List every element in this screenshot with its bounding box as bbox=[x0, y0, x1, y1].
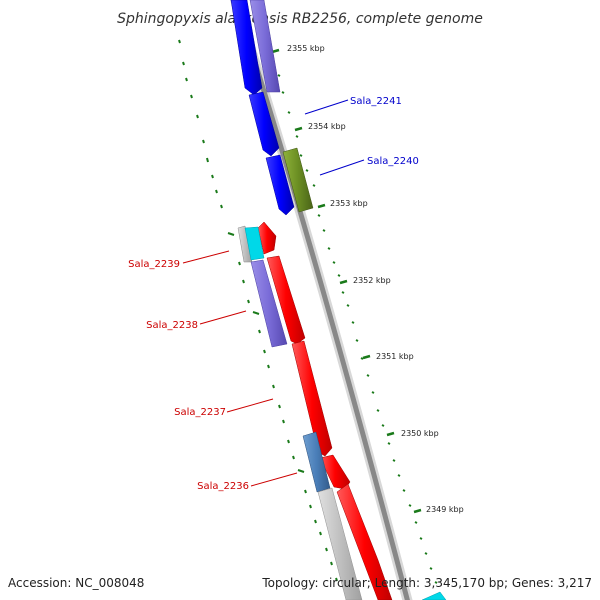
feature-olive[interactable] bbox=[282, 147, 314, 213]
kbp-label: 2355 kbp bbox=[287, 44, 325, 53]
cds-forward[interactable] bbox=[257, 221, 277, 255]
cds-reverse[interactable] bbox=[265, 154, 295, 216]
gene-labels: Sala_2241 Sala_2240 Sala_2239 Sala_2238 … bbox=[128, 96, 419, 492]
forward-strand-features[interactable] bbox=[257, 221, 393, 600]
feature-cyan[interactable] bbox=[421, 591, 447, 600]
cds-forward[interactable] bbox=[336, 483, 393, 600]
gene-label-blue[interactable]: Sala_2240 bbox=[367, 156, 419, 167]
outer-track-features[interactable] bbox=[249, 0, 314, 213]
gene-label-red[interactable]: Sala_2238 bbox=[146, 320, 198, 331]
cds-forward[interactable] bbox=[266, 255, 306, 345]
gc-skew-track-outer bbox=[277, 74, 443, 598]
topology-text: Topology: circular; Length: 3,345,170 bp… bbox=[262, 576, 592, 590]
reverse-strand-features[interactable] bbox=[230, 0, 295, 216]
feature-steel[interactable] bbox=[302, 431, 331, 493]
cds-reverse[interactable] bbox=[248, 91, 280, 157]
gene-label-red[interactable]: Sala_2236 bbox=[197, 481, 249, 492]
kbp-label: 2352 kbp bbox=[353, 276, 391, 285]
gene-label-connectors bbox=[182, 99, 365, 487]
feature-slate[interactable] bbox=[249, 0, 281, 93]
map-title: Sphingopyxis alaskensis RB2256, complete… bbox=[117, 11, 483, 27]
kbp-label: 2354 kbp bbox=[308, 122, 346, 131]
kbp-label: 2349 kbp bbox=[426, 505, 464, 514]
gene-label-blue[interactable]: Sala_2241 bbox=[350, 96, 402, 107]
kbp-label: 2351 kbp bbox=[376, 352, 414, 361]
kbp-labels: 2355 kbp 2354 kbp 2353 kbp 2352 kbp 2351… bbox=[287, 44, 464, 514]
accession-text: Accession: NC_008048 bbox=[8, 576, 145, 590]
kbp-label: 2353 kbp bbox=[330, 199, 368, 208]
inner-track-features[interactable] bbox=[237, 225, 447, 600]
gc-skew-track-inner bbox=[178, 39, 338, 582]
feature-slate[interactable] bbox=[250, 259, 288, 348]
kbp-ticks bbox=[271, 48, 422, 514]
kbp-label: 2350 kbp bbox=[401, 429, 439, 438]
gene-label-red[interactable]: Sala_2237 bbox=[174, 407, 226, 418]
feature-gray[interactable] bbox=[317, 487, 363, 600]
feature-cyan[interactable] bbox=[244, 226, 265, 261]
cds-reverse[interactable] bbox=[230, 0, 263, 96]
gene-label-red[interactable]: Sala_2239 bbox=[128, 259, 180, 270]
